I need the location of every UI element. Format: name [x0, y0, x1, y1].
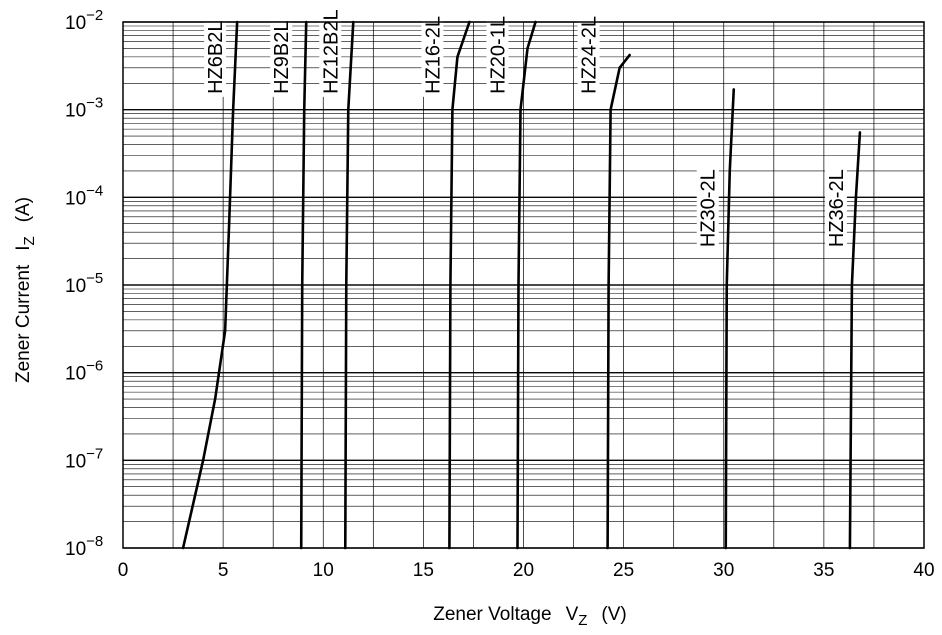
x-axis-title: Zener Voltage VZ (V) — [433, 604, 627, 629]
x-tick-label: 40 — [913, 560, 934, 581]
y-tick-label: 10−8 — [65, 533, 103, 560]
series-curve-hz36-2l — [848, 131, 862, 550]
series-label-background — [696, 164, 719, 251]
y-tick-label: 10−4 — [65, 182, 103, 209]
series-curves — [181, 20, 862, 550]
y-tick-label: 10−3 — [65, 95, 103, 122]
axis-ticks: 0 5 10 15 20 25 30 35 40 10−8 10−7 10−6 10−5 10−4 10−3… — [65, 7, 935, 581]
series-label-hz30-2l: HZ30-2L — [696, 164, 720, 251]
x-tick-label: 20 — [513, 560, 534, 581]
series-label-background — [319, 11, 342, 97]
y-axis-label-subscript: Z — [21, 236, 38, 245]
series-label-text: HZ36-2L — [826, 169, 848, 247]
y-axis-label-symbol: I — [13, 245, 34, 250]
x-tick-label: 30 — [713, 560, 734, 581]
plot-frame — [122, 21, 925, 549]
series-label-background — [577, 11, 600, 97]
series-label-background — [486, 11, 509, 97]
y-axis-label-main: Zener Current — [13, 264, 34, 383]
y-axis-title: Zener Current IZ (A) — [13, 197, 38, 383]
x-tick-label: 5 — [218, 560, 229, 581]
x-tick-label: 0 — [118, 560, 129, 581]
series-label-text: HZ24-2L — [579, 16, 601, 94]
x-tick-label: 35 — [813, 560, 834, 581]
series-label-text: HZ9B2L — [271, 20, 293, 93]
series-label-text: HZ20-1L — [487, 16, 509, 94]
series-curve-hz16-2l — [448, 20, 471, 550]
series-label-background — [270, 22, 293, 97]
series-label-hz20-1l: HZ20-1L — [486, 11, 509, 97]
grid — [122, 21, 925, 549]
x-axis-label-subscript: Z — [578, 612, 587, 629]
x-tick-label: 10 — [313, 560, 334, 581]
series-label-text: HZ12B2L — [320, 9, 342, 94]
y-tick-label: 10−6 — [65, 358, 103, 385]
y-tick-label: 10−2 — [65, 7, 103, 34]
series-labels: HZ6B2L HZ9B2L HZ12B2L HZ16-2L HZ20-1L HZ24-2L… — [204, 9, 848, 251]
x-axis-label-symbol: V — [566, 604, 579, 625]
series-label-text: HZ16-2L — [422, 16, 444, 94]
y-tick-label: 10−5 — [65, 270, 103, 297]
series-label-background — [824, 164, 847, 251]
series-label-hz12b2l: HZ12B2L — [319, 9, 342, 97]
y-tick-label: 10−7 — [65, 445, 103, 472]
series-label-hz16-2l: HZ16-2L — [421, 11, 444, 97]
x-tick-label: 25 — [613, 560, 634, 581]
series-label-background — [421, 11, 444, 97]
x-tick-label: 15 — [413, 560, 434, 581]
x-axis-label-unit: (V) — [601, 604, 626, 625]
series-label-hz36-2l: HZ36-2L — [824, 164, 848, 251]
series-curve-hz9b2l — [299, 20, 308, 550]
series-curve-hz20-1l — [516, 20, 537, 550]
series-curve-hz6b2l — [181, 20, 239, 550]
series-curve-hz24-2l — [606, 53, 631, 550]
series-label-hz9b2l: HZ9B2L — [270, 20, 293, 97]
series-label-background — [204, 22, 227, 97]
series-label-text: HZ30-2L — [698, 169, 720, 247]
x-axis-label-main: Zener Voltage — [433, 604, 551, 625]
series-label-text: HZ6B2L — [205, 20, 227, 93]
y-axis-label-unit: (A) — [13, 197, 34, 222]
series-curve-hz30-2l — [724, 88, 736, 550]
series-curve-hz12b2l — [343, 20, 355, 550]
series-label-hz6b2l: HZ6B2L — [204, 20, 227, 97]
series-label-hz24-2l: HZ24-2L — [577, 11, 601, 97]
